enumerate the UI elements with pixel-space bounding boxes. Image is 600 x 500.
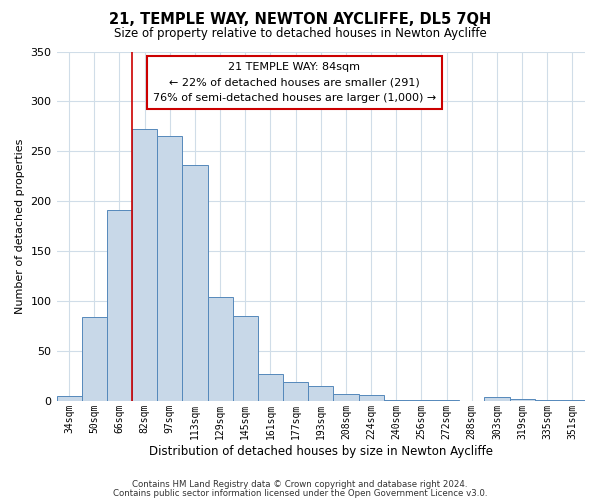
- Bar: [334, 394, 359, 401]
- Bar: [434, 400, 459, 401]
- Bar: [56, 396, 82, 401]
- Bar: [258, 374, 283, 401]
- Text: 21 TEMPLE WAY: 84sqm
← 22% of detached houses are smaller (291)
76% of semi-deta: 21 TEMPLE WAY: 84sqm ← 22% of detached h…: [153, 62, 436, 103]
- Bar: [107, 210, 132, 401]
- Bar: [132, 130, 157, 401]
- Y-axis label: Number of detached properties: Number of detached properties: [15, 138, 25, 314]
- Bar: [82, 317, 107, 401]
- Text: 21, TEMPLE WAY, NEWTON AYCLIFFE, DL5 7QH: 21, TEMPLE WAY, NEWTON AYCLIFFE, DL5 7QH: [109, 12, 491, 28]
- Bar: [409, 400, 434, 401]
- Bar: [157, 136, 182, 401]
- Bar: [560, 400, 585, 401]
- X-axis label: Distribution of detached houses by size in Newton Aycliffe: Distribution of detached houses by size …: [149, 444, 493, 458]
- Bar: [383, 400, 409, 401]
- Bar: [359, 395, 383, 401]
- Bar: [233, 316, 258, 401]
- Bar: [208, 297, 233, 401]
- Text: Contains public sector information licensed under the Open Government Licence v3: Contains public sector information licen…: [113, 488, 487, 498]
- Bar: [535, 400, 560, 401]
- Bar: [308, 386, 334, 401]
- Bar: [283, 382, 308, 401]
- Bar: [484, 397, 509, 401]
- Bar: [509, 399, 535, 401]
- Bar: [182, 166, 208, 401]
- Text: Size of property relative to detached houses in Newton Aycliffe: Size of property relative to detached ho…: [113, 28, 487, 40]
- Text: Contains HM Land Registry data © Crown copyright and database right 2024.: Contains HM Land Registry data © Crown c…: [132, 480, 468, 489]
